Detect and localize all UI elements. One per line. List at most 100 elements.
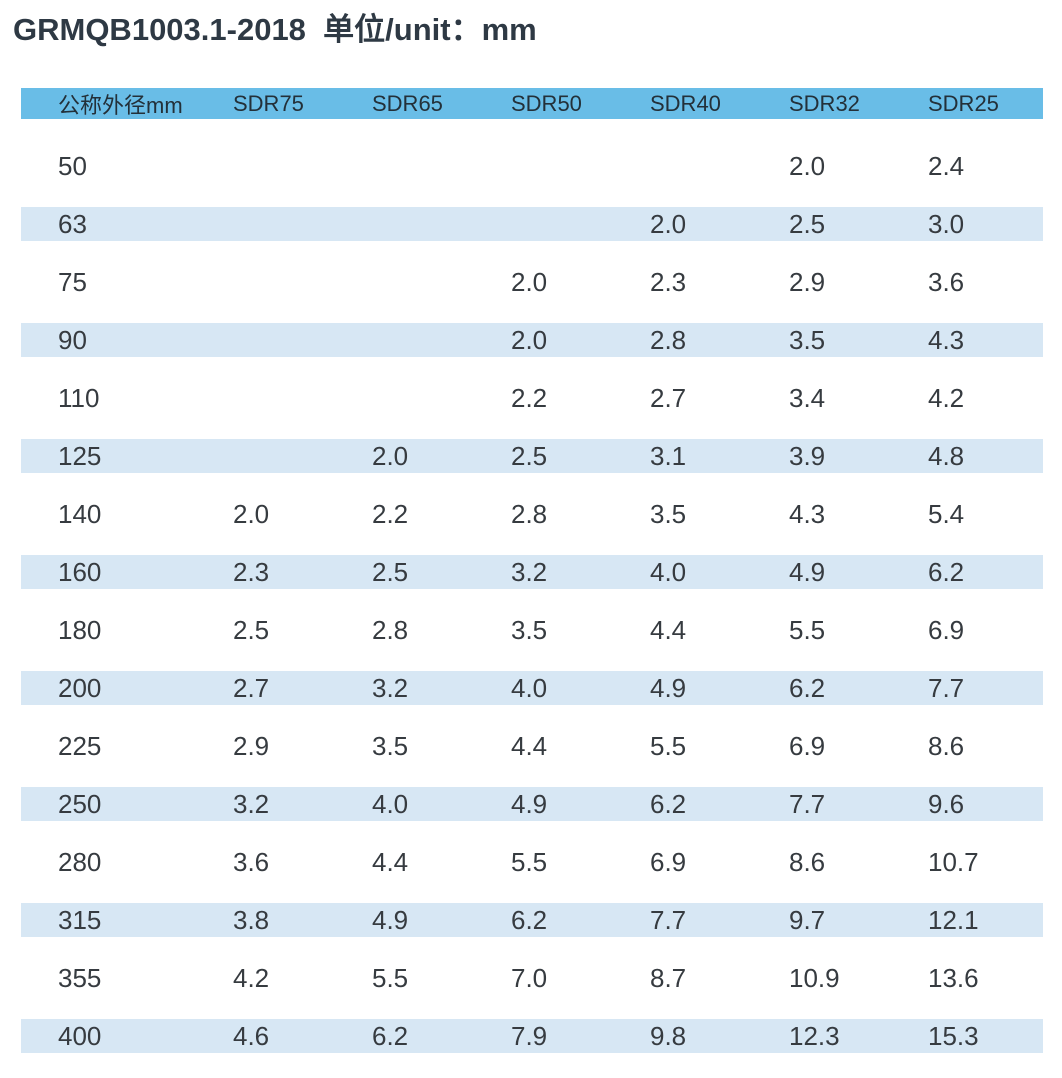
cell-sdr40: 3.5 — [650, 498, 687, 529]
cell-sdr50: 7.0 — [511, 962, 548, 993]
cell-sdr50: 6.2 — [511, 904, 548, 935]
cell-sdr40: 3.1 — [650, 440, 687, 471]
cell-sdr25: 3.0 — [928, 208, 965, 239]
column-header-sdr50: SDR50 — [511, 90, 582, 116]
cell-sdr25: 12.1 — [928, 904, 979, 935]
cell-sdr25: 5.4 — [928, 498, 965, 529]
cell-sdr50: 5.5 — [511, 846, 548, 877]
cell-sdr65: 6.2 — [372, 1020, 409, 1051]
cell-dn: 315 — [58, 904, 102, 935]
cell-sdr40: 2.8 — [650, 324, 687, 355]
cell-sdr25: 10.7 — [928, 846, 979, 877]
cell-sdr75: 2.9 — [233, 730, 270, 761]
sdr-wall-thickness-table: 公称外径mm SDR75 SDR65 SDR50 SDR40 SDR32 SDR25 50 2… — [21, 88, 1043, 1065]
cell-sdr65: 4.9 — [372, 904, 409, 935]
cell-sdr75: 2.0 — [233, 498, 270, 529]
table-row: 125 2.0 2.5 3.1 3.9 4.8 — [21, 427, 1043, 485]
cell-sdr50: 2.8 — [511, 498, 548, 529]
table-row: 355 4.2 5.5 7.0 8.7 10.9 13.6 — [21, 949, 1043, 1007]
column-header-sdr32: SDR32 — [789, 90, 860, 116]
cell-sdr50: 2.0 — [511, 324, 548, 355]
cell-sdr32: 4.9 — [789, 556, 826, 587]
cell-sdr65: 2.8 — [372, 614, 409, 645]
cell-sdr50: 2.0 — [511, 266, 548, 297]
table-row: 225 2.9 3.5 4.4 5.5 6.9 8.6 — [21, 717, 1043, 775]
table-body: 50 2.0 2.4 63 2.0 2.5 3.0 75 2.0 2.3 2.9 3.6 90 2.0 2.… — [21, 137, 1043, 1065]
table-row: 140 2.0 2.2 2.8 3.5 4.3 5.4 — [21, 485, 1043, 543]
cell-sdr25: 15.3 — [928, 1020, 979, 1051]
cell-sdr25: 4.8 — [928, 440, 965, 471]
cell-sdr32: 9.7 — [789, 904, 826, 935]
cell-sdr32: 3.5 — [789, 324, 826, 355]
table-row: 50 2.0 2.4 — [21, 137, 1043, 195]
column-header-sdr75: SDR75 — [233, 90, 304, 116]
cell-sdr32: 6.9 — [789, 730, 826, 761]
cell-sdr50: 4.0 — [511, 672, 548, 703]
cell-sdr75: 4.2 — [233, 962, 270, 993]
cell-dn: 225 — [58, 730, 102, 761]
cell-dn: 63 — [58, 208, 87, 239]
cell-sdr50: 3.2 — [511, 556, 548, 587]
table-row: 63 2.0 2.5 3.0 — [21, 195, 1043, 253]
cell-sdr40: 9.8 — [650, 1020, 687, 1051]
cell-sdr32: 7.7 — [789, 788, 826, 819]
cell-dn: 90 — [58, 324, 87, 355]
cell-sdr50: 2.5 — [511, 440, 548, 471]
cell-dn: 400 — [58, 1020, 102, 1051]
cell-sdr25: 7.7 — [928, 672, 965, 703]
cell-sdr75: 4.6 — [233, 1020, 270, 1051]
cell-sdr50: 2.2 — [511, 382, 548, 413]
cell-dn: 355 — [58, 962, 102, 993]
cell-dn: 180 — [58, 614, 102, 645]
cell-sdr25: 6.2 — [928, 556, 965, 587]
cell-sdr40: 6.2 — [650, 788, 687, 819]
cell-sdr40: 2.7 — [650, 382, 687, 413]
cell-sdr40: 4.0 — [650, 556, 687, 587]
cell-sdr50: 4.9 — [511, 788, 548, 819]
cell-sdr40: 2.0 — [650, 208, 687, 239]
table-row: 400 4.6 6.2 7.9 9.8 12.3 15.3 — [21, 1007, 1043, 1065]
table-row: 280 3.6 4.4 5.5 6.9 8.6 10.7 — [21, 833, 1043, 891]
table-row: 110 2.2 2.7 3.4 4.2 — [21, 369, 1043, 427]
cell-sdr75: 2.7 — [233, 672, 270, 703]
table-row: 90 2.0 2.8 3.5 4.3 — [21, 311, 1043, 369]
column-header-sdr65: SDR65 — [372, 90, 443, 116]
cell-sdr32: 2.0 — [789, 150, 826, 181]
cell-sdr32: 12.3 — [789, 1020, 840, 1051]
column-header-dn: 公称外径mm — [58, 92, 183, 118]
cell-sdr25: 3.6 — [928, 266, 965, 297]
cell-sdr75: 2.3 — [233, 556, 270, 587]
table-row: 75 2.0 2.3 2.9 3.6 — [21, 253, 1043, 311]
cell-sdr32: 3.4 — [789, 382, 826, 413]
cell-sdr65: 2.2 — [372, 498, 409, 529]
cell-dn: 280 — [58, 846, 102, 877]
cell-sdr75: 3.6 — [233, 846, 270, 877]
cell-sdr32: 4.3 — [789, 498, 826, 529]
cell-dn: 50 — [58, 150, 87, 181]
cell-sdr32: 5.5 — [789, 614, 826, 645]
cell-sdr75: 3.2 — [233, 788, 270, 819]
cell-sdr50: 7.9 — [511, 1020, 548, 1051]
cell-sdr40: 4.9 — [650, 672, 687, 703]
table-row: 315 3.8 4.9 6.2 7.7 9.7 12.1 — [21, 891, 1043, 949]
table-row: 250 3.2 4.0 4.9 6.2 7.7 9.6 — [21, 775, 1043, 833]
cell-sdr40: 4.4 — [650, 614, 687, 645]
table-header-row: 公称外径mm SDR75 SDR65 SDR50 SDR40 SDR32 SDR25 — [21, 88, 1043, 119]
cell-sdr32: 8.6 — [789, 846, 826, 877]
cell-sdr65: 3.5 — [372, 730, 409, 761]
cell-sdr40: 2.3 — [650, 266, 687, 297]
cell-sdr65: 5.5 — [372, 962, 409, 993]
cell-sdr75: 2.5 — [233, 614, 270, 645]
cell-dn: 250 — [58, 788, 102, 819]
cell-sdr65: 2.0 — [372, 440, 409, 471]
cell-sdr25: 9.6 — [928, 788, 965, 819]
cell-sdr75: 3.8 — [233, 904, 270, 935]
cell-sdr32: 10.9 — [789, 962, 840, 993]
cell-sdr65: 3.2 — [372, 672, 409, 703]
cell-sdr65: 4.4 — [372, 846, 409, 877]
cell-dn: 110 — [58, 382, 100, 413]
page-title: GRMQB1003.1-2018 单位/unit：mm — [13, 12, 537, 47]
cell-sdr25: 6.9 — [928, 614, 965, 645]
column-header-sdr40: SDR40 — [650, 90, 721, 116]
